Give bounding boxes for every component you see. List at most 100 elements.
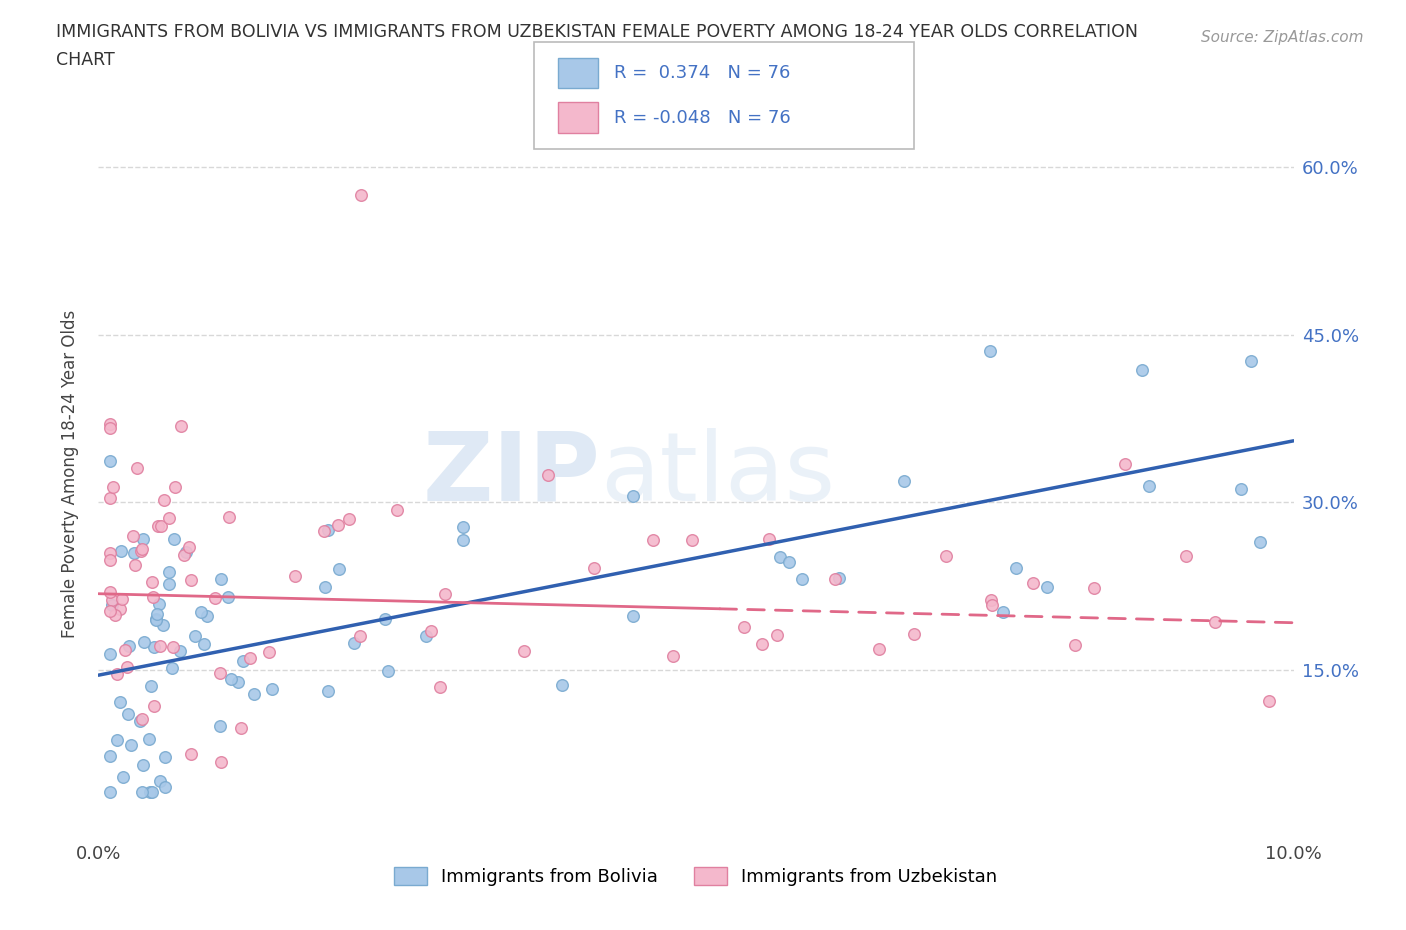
Point [157, 577, 180, 591]
Point [218, 510, 240, 525]
Point [138, 732, 160, 747]
Point [1175, 549, 1198, 564]
Point [180, 747, 202, 762]
Point [142, 640, 165, 655]
Point [193, 636, 215, 651]
Point [153, 779, 176, 794]
Point [131, 711, 153, 726]
Text: ZIP: ZIP [422, 428, 600, 521]
Point [149, 774, 172, 789]
Point [105, 666, 128, 681]
Point [284, 568, 307, 583]
Point [257, 645, 280, 660]
Point [121, 528, 143, 543]
Point [1130, 363, 1153, 378]
Point [209, 571, 232, 586]
Point [316, 684, 339, 698]
Point [682, 532, 704, 547]
Point [662, 648, 685, 663]
Point [583, 561, 606, 576]
Point [173, 548, 195, 563]
Point [141, 574, 163, 589]
Point [112, 770, 135, 785]
Point [104, 607, 127, 622]
Point [1063, 637, 1085, 652]
Point [453, 532, 475, 547]
Point [419, 624, 441, 639]
Point [153, 750, 176, 764]
Point [343, 636, 366, 651]
Point [98, 546, 122, 561]
Point [751, 636, 773, 651]
Point [893, 473, 915, 488]
Point [162, 640, 184, 655]
Point [980, 592, 1002, 607]
Point [152, 618, 174, 632]
Point [1204, 614, 1226, 629]
Point [228, 674, 250, 689]
Point [232, 654, 254, 669]
Point [98, 553, 122, 568]
Point [163, 532, 186, 547]
Point [262, 682, 284, 697]
Point [180, 573, 202, 588]
Point [98, 785, 122, 800]
Point [1230, 482, 1253, 497]
Point [131, 758, 153, 773]
Point [1240, 353, 1263, 368]
Point [131, 541, 153, 556]
Point [101, 480, 124, 495]
Point [165, 480, 187, 495]
Point [142, 590, 165, 604]
Point [111, 591, 134, 606]
Point [98, 749, 122, 764]
Point [415, 629, 437, 644]
Point [183, 629, 205, 644]
Point [115, 660, 138, 675]
Point [124, 557, 146, 572]
Point [1022, 575, 1045, 590]
Point [98, 454, 122, 469]
Point [733, 619, 755, 634]
Point [110, 544, 132, 559]
Point [145, 611, 167, 626]
Point [239, 650, 262, 665]
Point [98, 420, 122, 435]
Point [170, 418, 193, 433]
Text: IMMIGRANTS FROM BOLIVIA VS IMMIGRANTS FROM UZBEKISTAN FEMALE POVERTY AMONG 18-24: IMMIGRANTS FROM BOLIVIA VS IMMIGRANTS FR… [56, 23, 1139, 41]
Point [120, 738, 142, 753]
Point [98, 604, 122, 618]
Point [98, 417, 122, 432]
Point [778, 554, 800, 569]
Point [903, 627, 925, 642]
Point [177, 539, 200, 554]
Point [146, 518, 169, 533]
Point [621, 608, 644, 623]
Point [551, 678, 574, 693]
Point [209, 754, 232, 769]
Text: atlas: atlas [600, 428, 835, 521]
Point [190, 604, 212, 619]
Point [149, 638, 172, 653]
Point [377, 663, 399, 678]
Point [349, 629, 371, 644]
Point [621, 489, 644, 504]
Point [217, 590, 239, 604]
Point [118, 639, 141, 654]
Point [1137, 478, 1160, 493]
Point [219, 671, 242, 686]
Point [991, 604, 1014, 619]
Point [101, 597, 124, 612]
Point [765, 628, 787, 643]
Point [174, 545, 197, 560]
Point [1004, 561, 1026, 576]
Text: CHART: CHART [56, 51, 115, 69]
Point [132, 532, 155, 547]
Point [162, 660, 184, 675]
Point [134, 634, 156, 649]
Point [129, 544, 152, 559]
Point [868, 642, 890, 657]
Y-axis label: Female Poverty Among 18-24 Year Olds: Female Poverty Among 18-24 Year Olds [60, 311, 79, 638]
Point [513, 644, 536, 658]
Point [824, 571, 846, 586]
